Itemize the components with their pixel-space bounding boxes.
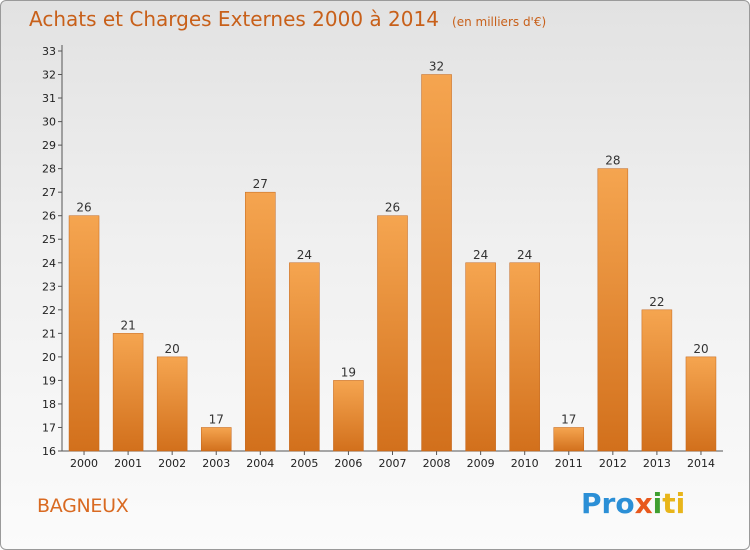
y-tick-label: 26	[42, 210, 56, 223]
y-tick-label: 27	[42, 186, 56, 199]
x-tick-label: 2014	[687, 457, 715, 470]
data-label: 22	[649, 295, 664, 309]
data-label: 20	[165, 342, 180, 356]
title-row: Achats et Charges Externes 2000 à 2014 (…	[29, 7, 546, 31]
labels: 2000 26 2001 21 2002 20 2003 17 2004 27 2005 24 2006…	[70, 60, 715, 470]
x-tick-label: 2011	[555, 457, 583, 470]
bar	[156, 356, 188, 452]
logo-part-1: Pro	[581, 487, 635, 520]
y-tick-label: 24	[42, 257, 56, 270]
data-label: 24	[473, 248, 488, 262]
data-label: 28	[605, 154, 620, 168]
bar	[685, 356, 717, 452]
x-tick-label: 2007	[379, 457, 407, 470]
city-name: BAGNEUX	[37, 495, 129, 517]
data-label: 17	[209, 412, 224, 426]
data-label: 32	[429, 60, 444, 74]
x-tick-label: 2006	[334, 457, 362, 470]
logo-part-2: x	[634, 487, 653, 520]
y-tick-label: 19	[42, 374, 56, 387]
x-tick-label: 2013	[643, 457, 671, 470]
data-label: 26	[385, 201, 400, 215]
chart-subtitle: (en milliers d'€)	[452, 15, 547, 29]
y-tick-label: 31	[42, 92, 56, 105]
x-tick-label: 2001	[114, 457, 142, 470]
bar	[597, 168, 629, 452]
bar	[68, 215, 100, 452]
x-tick-label: 2008	[423, 457, 451, 470]
y-tick-label: 33	[42, 45, 56, 58]
x-tick-label: 2003	[202, 457, 230, 470]
bar	[465, 262, 496, 452]
x-tick-label: 2005	[290, 457, 318, 470]
bar	[377, 215, 408, 452]
y-tick-label: 21	[42, 327, 56, 340]
y-tick-label: 29	[42, 139, 56, 152]
bar	[553, 427, 585, 452]
data-label: 19	[341, 365, 356, 379]
y-tick-label: 30	[42, 116, 56, 129]
chart-title: Achats et Charges Externes 2000 à 2014	[29, 7, 439, 31]
y-tick-label: 20	[42, 351, 56, 364]
x-tick-label: 2009	[467, 457, 495, 470]
data-label: 20	[693, 342, 708, 356]
logo-part-3: i	[652, 487, 663, 520]
bar	[112, 333, 144, 452]
data-label: 24	[517, 248, 532, 262]
y-tick-label: 22	[42, 304, 56, 317]
bar	[245, 191, 276, 452]
data-label: 26	[76, 201, 91, 215]
data-label: 27	[253, 177, 268, 191]
data-label: 17	[561, 412, 576, 426]
bar	[509, 262, 540, 452]
bar	[333, 380, 364, 452]
y-tick-label: 16	[42, 445, 56, 458]
axes: 16 17 18 19 20 21 22 23 24 25 26 27 28 29 30 31 32 33	[42, 45, 723, 458]
y-tick-label: 25	[42, 233, 56, 246]
data-label: 21	[120, 318, 135, 332]
x-tick-label: 2000	[70, 457, 98, 470]
y-tick-label: 17	[42, 421, 56, 434]
data-label: 24	[297, 248, 312, 262]
x-tick-label: 2012	[599, 457, 627, 470]
x-tick-label: 2004	[246, 457, 274, 470]
bar	[421, 74, 452, 452]
logo-part-4: ti	[662, 487, 686, 520]
y-tick-label: 28	[42, 163, 56, 176]
bars	[68, 74, 717, 452]
y-tick-label: 18	[42, 398, 56, 411]
y-tick-label: 23	[42, 280, 56, 293]
x-tick-label: 2010	[511, 457, 539, 470]
proxiti-logo: Proxiti	[581, 487, 685, 520]
x-tick-label: 2002	[158, 457, 186, 470]
bar	[200, 427, 232, 452]
y-tick-label: 32	[42, 69, 56, 82]
bar	[641, 309, 673, 452]
bar	[289, 262, 320, 452]
